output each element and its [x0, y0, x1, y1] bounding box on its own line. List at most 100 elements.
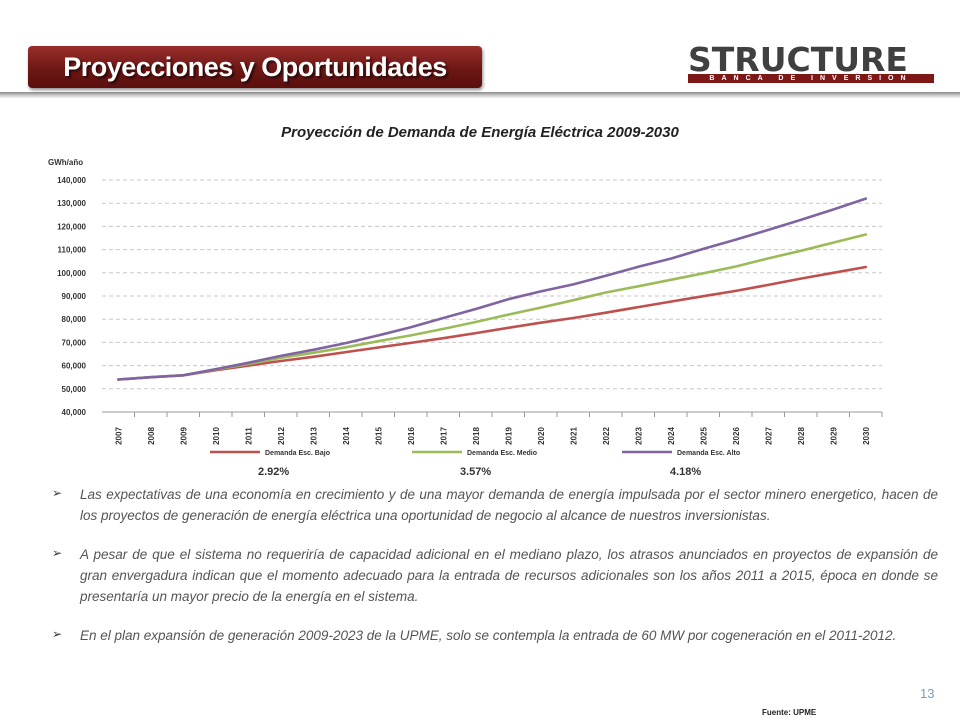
data-point	[312, 355, 315, 358]
data-point	[214, 368, 217, 370]
title-banner: Proyecciones y Oportunidades	[28, 46, 482, 88]
x-tick-label: 2023	[634, 427, 643, 445]
data-point	[474, 332, 477, 334]
bullet-item: ➢ Las expectativas de una economía en cr…	[52, 484, 938, 526]
x-tick-label: 2025	[699, 427, 708, 445]
page-number: 13	[920, 686, 935, 701]
y-tick-label: 140,000	[57, 176, 86, 185]
data-point	[409, 342, 412, 344]
data-point	[702, 248, 705, 250]
data-point	[539, 306, 542, 309]
logo-tagline-bar: BANCA DE INVERSION	[688, 74, 934, 83]
legend-growth-rate: 4.18%	[670, 466, 701, 478]
chart-title: Proyección de Demanda de Energía Eléctri…	[281, 124, 679, 141]
x-tick-label: 2015	[374, 427, 383, 445]
data-point	[572, 317, 575, 319]
logo-wordmark: STRUCTURE	[688, 40, 908, 79]
y-tick-label: 90,000	[62, 292, 87, 301]
data-point	[799, 219, 802, 221]
x-tick-label: 2028	[797, 427, 806, 445]
data-point	[572, 299, 575, 301]
data-point	[507, 326, 510, 329]
bullet-text: A pesar de que el sistema no requeriría …	[80, 547, 938, 604]
x-tick-label: 2018	[472, 427, 481, 445]
x-tick-label: 2016	[407, 427, 416, 445]
data-point	[474, 321, 477, 323]
x-tick-label: 2024	[667, 427, 676, 445]
data-point	[637, 285, 640, 288]
data-point	[117, 378, 120, 381]
source-note: Fuente: UPME	[762, 708, 817, 717]
data-point	[409, 326, 412, 329]
x-tick-label: 2009	[179, 427, 188, 445]
data-point	[279, 357, 282, 359]
data-point	[767, 257, 770, 260]
data-point	[279, 360, 282, 362]
legend-label: Demanda Esc. Alto	[677, 450, 740, 457]
x-tick-label: 2020	[537, 427, 546, 445]
legend-label: Demanda Esc. Medio	[467, 450, 537, 457]
data-point	[474, 308, 477, 310]
demand-projection-chart: GWh/año 40,000 50,000 60,000 70,000 80,000 90,…	[48, 158, 883, 478]
data-point	[767, 229, 770, 231]
bullet-item: ➢ En el plan expansión de generación 200…	[52, 625, 938, 646]
data-point	[149, 376, 152, 378]
data-point	[669, 278, 672, 281]
x-tick-label: 2027	[764, 427, 773, 445]
bullet-item: ➢ A pesar de que el sistema no requerirí…	[52, 544, 938, 607]
data-point	[572, 283, 575, 286]
x-tick-label: 2026	[732, 427, 741, 445]
x-tick-label: 2010	[212, 427, 221, 445]
arrow-bullet-icon: ➢	[52, 486, 63, 500]
data-point	[507, 298, 510, 301]
data-point	[734, 238, 737, 241]
x-tick-label: 2014	[342, 427, 351, 445]
logo-tagline: BANCA DE INVERSION	[709, 75, 913, 82]
data-point	[702, 272, 705, 275]
data-point	[864, 197, 867, 200]
data-point	[604, 311, 607, 314]
series-line	[117, 265, 868, 381]
data-point	[377, 346, 380, 349]
data-point	[344, 342, 347, 344]
y-tick-label: 110,000	[58, 246, 87, 255]
data-point	[637, 265, 640, 268]
data-point	[799, 249, 802, 252]
data-point	[507, 313, 510, 316]
data-point	[279, 355, 282, 357]
data-point	[767, 284, 770, 286]
data-point	[832, 272, 835, 274]
series-line	[117, 233, 868, 381]
data-point	[182, 374, 185, 377]
data-point	[344, 351, 347, 353]
arrow-bullet-icon: ➢	[52, 627, 63, 641]
data-point	[702, 295, 705, 298]
x-tick-label: 2013	[309, 427, 318, 445]
series-line	[117, 197, 868, 381]
y-tick-label: 70,000	[62, 338, 87, 347]
data-point	[247, 362, 250, 364]
legend-label: Demanda Esc. Bajo	[265, 450, 330, 457]
data-point	[539, 321, 542, 324]
data-point	[799, 277, 802, 280]
x-tick-label: 2021	[569, 427, 578, 445]
x-tick-label: 2007	[114, 427, 123, 445]
y-tick-label: 80,000	[62, 315, 87, 324]
y-axis-label: GWh/año	[48, 158, 83, 167]
data-point	[409, 334, 412, 337]
x-tick-label: 2022	[602, 427, 611, 445]
x-tick-label: 2017	[439, 427, 448, 445]
structure-logo: STRUCTURE BANCA DE INVERSION	[688, 40, 936, 86]
data-point	[604, 291, 607, 294]
data-point	[312, 352, 315, 354]
page-title: Proyecciones y Oportunidades	[63, 51, 447, 82]
legend-growth-rate: 2.92%	[258, 466, 289, 478]
bullet-list: ➢ Las expectativas de una economía en cr…	[52, 484, 938, 664]
data-point	[832, 208, 835, 211]
header-divider	[0, 92, 960, 98]
arrow-bullet-icon: ➢	[52, 546, 63, 560]
data-point	[442, 317, 445, 319]
data-point	[637, 306, 640, 308]
data-point	[669, 257, 672, 260]
y-tick-label: 60,000	[62, 362, 87, 371]
